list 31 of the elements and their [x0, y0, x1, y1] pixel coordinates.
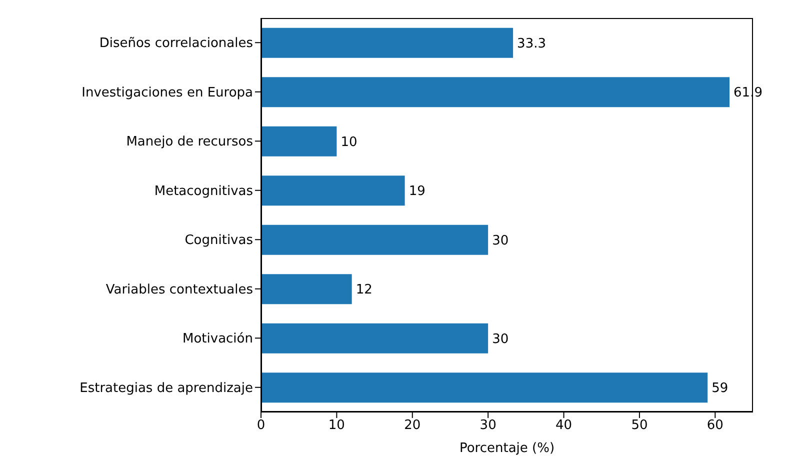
bar — [261, 224, 488, 255]
bar — [261, 176, 405, 206]
y-tick-label: Diseños correlacionales — [99, 36, 254, 52]
bar — [261, 274, 352, 304]
x-tick-label: 40 — [555, 418, 572, 434]
bar — [261, 77, 730, 108]
y-tick-label: Metacognitivas — [154, 184, 254, 199]
x-tick-label: 0 — [256, 418, 266, 434]
y-tick-label: Motivación — [182, 332, 253, 347]
y-tick-label: Investigaciones en Europa — [82, 85, 253, 100]
data-label: 59 — [712, 381, 728, 396]
x-tick-label: 20 — [404, 418, 421, 434]
bar — [261, 323, 488, 354]
x-tick-label: 10 — [328, 418, 345, 434]
data-label: 30 — [492, 233, 509, 248]
x-tick-label: 30 — [480, 418, 496, 434]
data-label: 33.3 — [517, 36, 546, 52]
data-label: 19 — [408, 184, 426, 200]
y-tick-label: Manejo de recursos — [126, 134, 254, 150]
data-label: 30 — [492, 332, 509, 347]
x-tick-label: 60 — [706, 418, 724, 434]
data-label: 10 — [340, 134, 358, 150]
bar — [261, 372, 708, 403]
bar — [261, 28, 514, 58]
y-tick-label: Variables contextuales — [106, 282, 254, 298]
bar — [261, 126, 337, 156]
x-axis-title: Porcentaje (%) — [459, 441, 555, 456]
y-tick-label: Estrategias de aprendizaje — [80, 380, 253, 396]
y-tick-label: Cognitivas — [184, 233, 254, 248]
data-label: 12 — [356, 282, 372, 298]
x-tick-label: 50 — [631, 418, 648, 434]
